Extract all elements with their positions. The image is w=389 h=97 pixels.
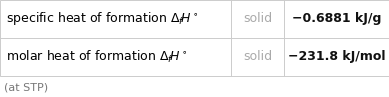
Text: solid: solid [243,50,272,63]
Text: molar heat of formation $\Delta_f\!H^\circ$: molar heat of formation $\Delta_f\!H^\ci… [6,49,187,65]
Text: −0.6881 kJ/g: −0.6881 kJ/g [292,12,381,25]
Text: (at STP): (at STP) [4,82,48,92]
Bar [0,0,389,76]
Text: −231.8 kJ/mol: −231.8 kJ/mol [288,50,385,63]
Text: specific heat of formation $\Delta_f\!H^\circ$: specific heat of formation $\Delta_f\!H^… [6,10,198,27]
Text: solid: solid [243,12,272,25]
